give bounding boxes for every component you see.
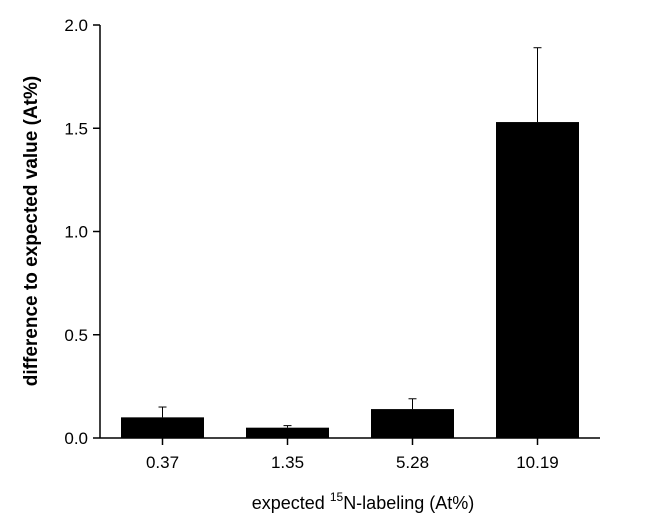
x-axis-title-suffix: N-labeling (At%) (343, 493, 474, 513)
x-axis-title: expected 15N-labeling (At%) (252, 490, 474, 513)
x-tick-label: 0.37 (146, 453, 179, 472)
bar (246, 427, 329, 438)
y-tick-label: 0.0 (64, 429, 88, 448)
y-tick-label: 1.5 (64, 119, 88, 138)
bar (496, 122, 579, 439)
x-axis-title-superscript: 15 (330, 490, 344, 504)
y-tick-label: 0.5 (64, 326, 88, 345)
y-ticks: 0.0 0.5 1.0 1.5 2.0 (64, 16, 100, 448)
y-axis-title: difference to expected value (At%) (21, 76, 42, 386)
y-tick-label: 2.0 (64, 16, 88, 35)
x-axis-title-prefix: expected (252, 493, 330, 513)
bars (121, 47, 579, 439)
x-tick-label: 5.28 (396, 453, 429, 472)
bar (371, 409, 454, 438)
x-tick-label: 1.35 (271, 453, 304, 472)
y-tick-label: 1.0 (64, 223, 88, 242)
bar (121, 417, 204, 438)
x-tick-label: 10.19 (516, 453, 559, 472)
x-ticks: 0.37 1.35 5.28 10.19 (146, 438, 559, 472)
